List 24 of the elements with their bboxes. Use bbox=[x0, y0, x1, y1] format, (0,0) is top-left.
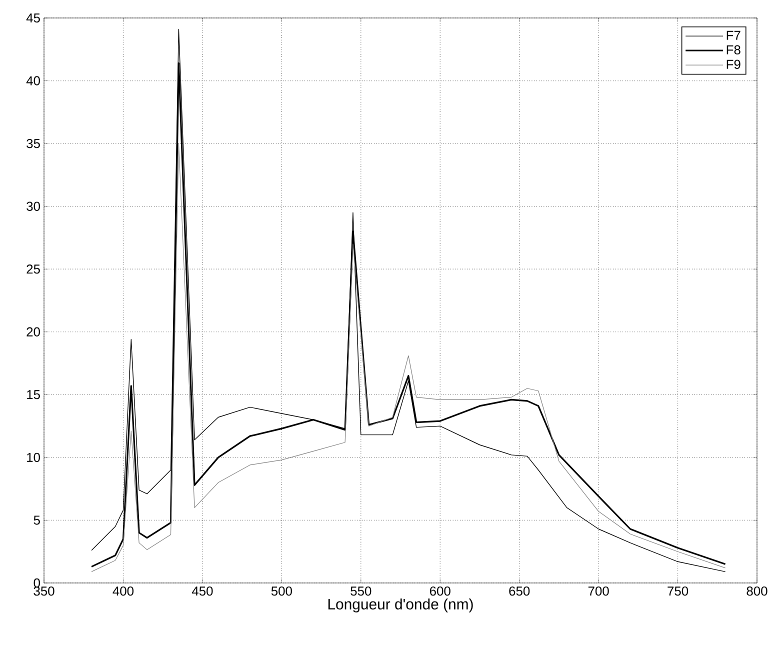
y-tick-label: 10 bbox=[27, 452, 40, 462]
x-tick-label: 800 bbox=[746, 586, 768, 596]
x-tick-label: 650 bbox=[509, 586, 530, 596]
x-axis-title: Longueur d'onde (nm) bbox=[328, 598, 473, 612]
y-tick-label: 40 bbox=[26, 76, 40, 86]
x-tick-label: 700 bbox=[588, 586, 609, 596]
y-tick-label: 35 bbox=[26, 138, 40, 148]
x-tick-label: 450 bbox=[192, 586, 213, 596]
legend-label: F8 bbox=[726, 45, 740, 54]
y-tick-label: 45 bbox=[26, 13, 40, 23]
y-tick-label: 25 bbox=[26, 264, 40, 274]
legend-label: F7 bbox=[726, 30, 740, 40]
y-tick-label: 20 bbox=[26, 327, 40, 336]
y-tick-label: 30 bbox=[26, 202, 40, 211]
y-tick-label: 15 bbox=[27, 390, 40, 400]
x-tick-label: 750 bbox=[668, 586, 688, 596]
x-tick-label: 400 bbox=[112, 586, 134, 596]
x-tick-label: 350 bbox=[34, 586, 54, 596]
x-tick-label: 600 bbox=[430, 586, 450, 596]
legend-label: F9 bbox=[726, 60, 740, 69]
line-series bbox=[91, 143, 726, 572]
x-tick-label: 500 bbox=[271, 586, 292, 596]
y-tick-label: 5 bbox=[34, 516, 40, 525]
x-tick-label: 550 bbox=[350, 586, 372, 596]
